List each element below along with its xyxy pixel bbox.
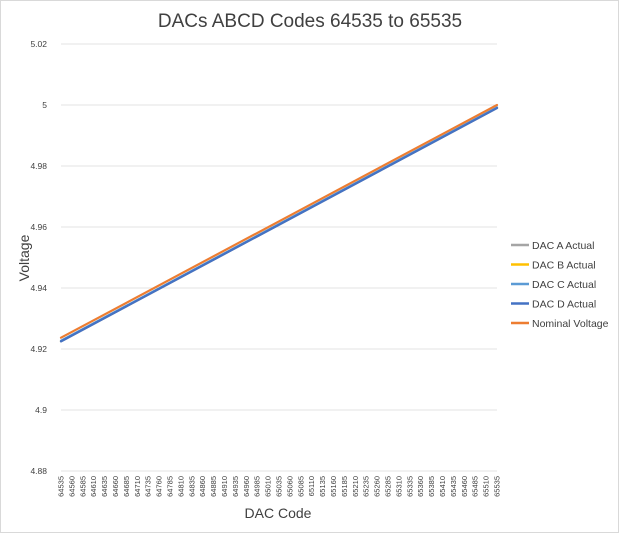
chart-title: DACs ABCD Codes 64535 to 65535 xyxy=(158,11,462,32)
x-tick-label: 65435 xyxy=(449,476,458,497)
y-tick-label: 4.96 xyxy=(30,222,47,232)
y-tick-label: 4.98 xyxy=(30,161,47,171)
legend: DAC A Actual DAC B Actual DAC C Actual DAC … xyxy=(511,240,609,330)
x-tick-label: 65260 xyxy=(373,476,382,497)
legend-label-3: DAC C Actual xyxy=(532,279,596,291)
x-tick-label: 65485 xyxy=(471,476,480,497)
x-tick-label: 64735 xyxy=(144,476,153,497)
x-tick-label: 65110 xyxy=(307,476,316,496)
x-tick-label: 65510 xyxy=(482,476,491,497)
x-tick-label: 64710 xyxy=(133,476,142,497)
gridlines xyxy=(61,43,497,472)
x-tick-label: 64610 xyxy=(89,476,98,497)
x-tick-label: 65135 xyxy=(318,476,327,497)
legend-label-1: DAC A Actual xyxy=(532,240,594,252)
x-tick-label: 64560 xyxy=(67,476,76,497)
y-tick-label: 4.94 xyxy=(30,283,47,293)
x-tick-label: 65285 xyxy=(384,476,393,497)
x-tick-label: 64910 xyxy=(220,476,229,497)
x-tick-label: 65360 xyxy=(416,476,425,497)
y-tick-label: 5 xyxy=(42,100,47,110)
legend-label-4: DAC D Actual xyxy=(532,299,596,311)
x-tick-label: 64685 xyxy=(122,476,131,497)
x-tick-label: 65535 xyxy=(493,476,502,497)
y-axis-title: Voltage xyxy=(16,234,32,281)
x-tick-label: 64635 xyxy=(100,476,109,497)
x-tick-label: 65010 xyxy=(264,476,273,497)
x-axis-ticks: 64535 64560 64585 64610 64635 64660 64685 64710… xyxy=(57,476,502,497)
x-tick-label: 65235 xyxy=(362,476,371,497)
x-tick-label: 64760 xyxy=(155,476,164,497)
x-tick-label: 64660 xyxy=(111,476,120,497)
x-tick-label: 64960 xyxy=(242,476,251,497)
x-tick-label: 64835 xyxy=(187,476,196,497)
x-tick-label: 64985 xyxy=(253,476,262,497)
series-line-4 xyxy=(59,106,499,343)
x-tick-label: 64585 xyxy=(78,476,87,497)
y-tick-label: 4.88 xyxy=(30,466,47,476)
x-tick-label: 65085 xyxy=(296,476,305,497)
x-axis-title: DAC Code xyxy=(245,505,312,521)
x-tick-label: 64785 xyxy=(166,476,175,497)
y-axis-ticks: 4.88 4.9 4.92 4.94 4.96 4.98 5 5.02 xyxy=(30,39,47,476)
x-tick-label: 65160 xyxy=(329,476,338,497)
y-tick-label: 5.02 xyxy=(30,39,47,49)
x-tick-label: 65385 xyxy=(427,476,436,497)
x-tick-label: 65335 xyxy=(405,476,414,497)
x-tick-label: 65410 xyxy=(438,476,447,497)
x-tick-label: 64885 xyxy=(209,476,218,497)
x-tick-label: 64535 xyxy=(57,476,66,497)
x-tick-label: 64935 xyxy=(231,476,240,497)
x-tick-label: 64860 xyxy=(198,476,207,497)
y-tick-label: 4.9 xyxy=(35,405,47,415)
x-tick-label: 65460 xyxy=(460,476,469,497)
series-line-5 xyxy=(59,103,499,339)
x-tick-label: 64810 xyxy=(176,476,185,497)
x-tick-label: 65060 xyxy=(285,476,294,497)
x-tick-label: 65310 xyxy=(394,476,403,497)
x-tick-label: 65210 xyxy=(351,476,360,497)
legend-label-2: DAC B Actual xyxy=(532,260,596,272)
series-lines xyxy=(59,103,499,343)
x-tick-label: 65035 xyxy=(275,476,284,497)
y-tick-label: 4.92 xyxy=(30,344,47,354)
x-tick-label: 65185 xyxy=(340,476,349,497)
legend-label-5: Nominal Voltage xyxy=(532,318,609,330)
